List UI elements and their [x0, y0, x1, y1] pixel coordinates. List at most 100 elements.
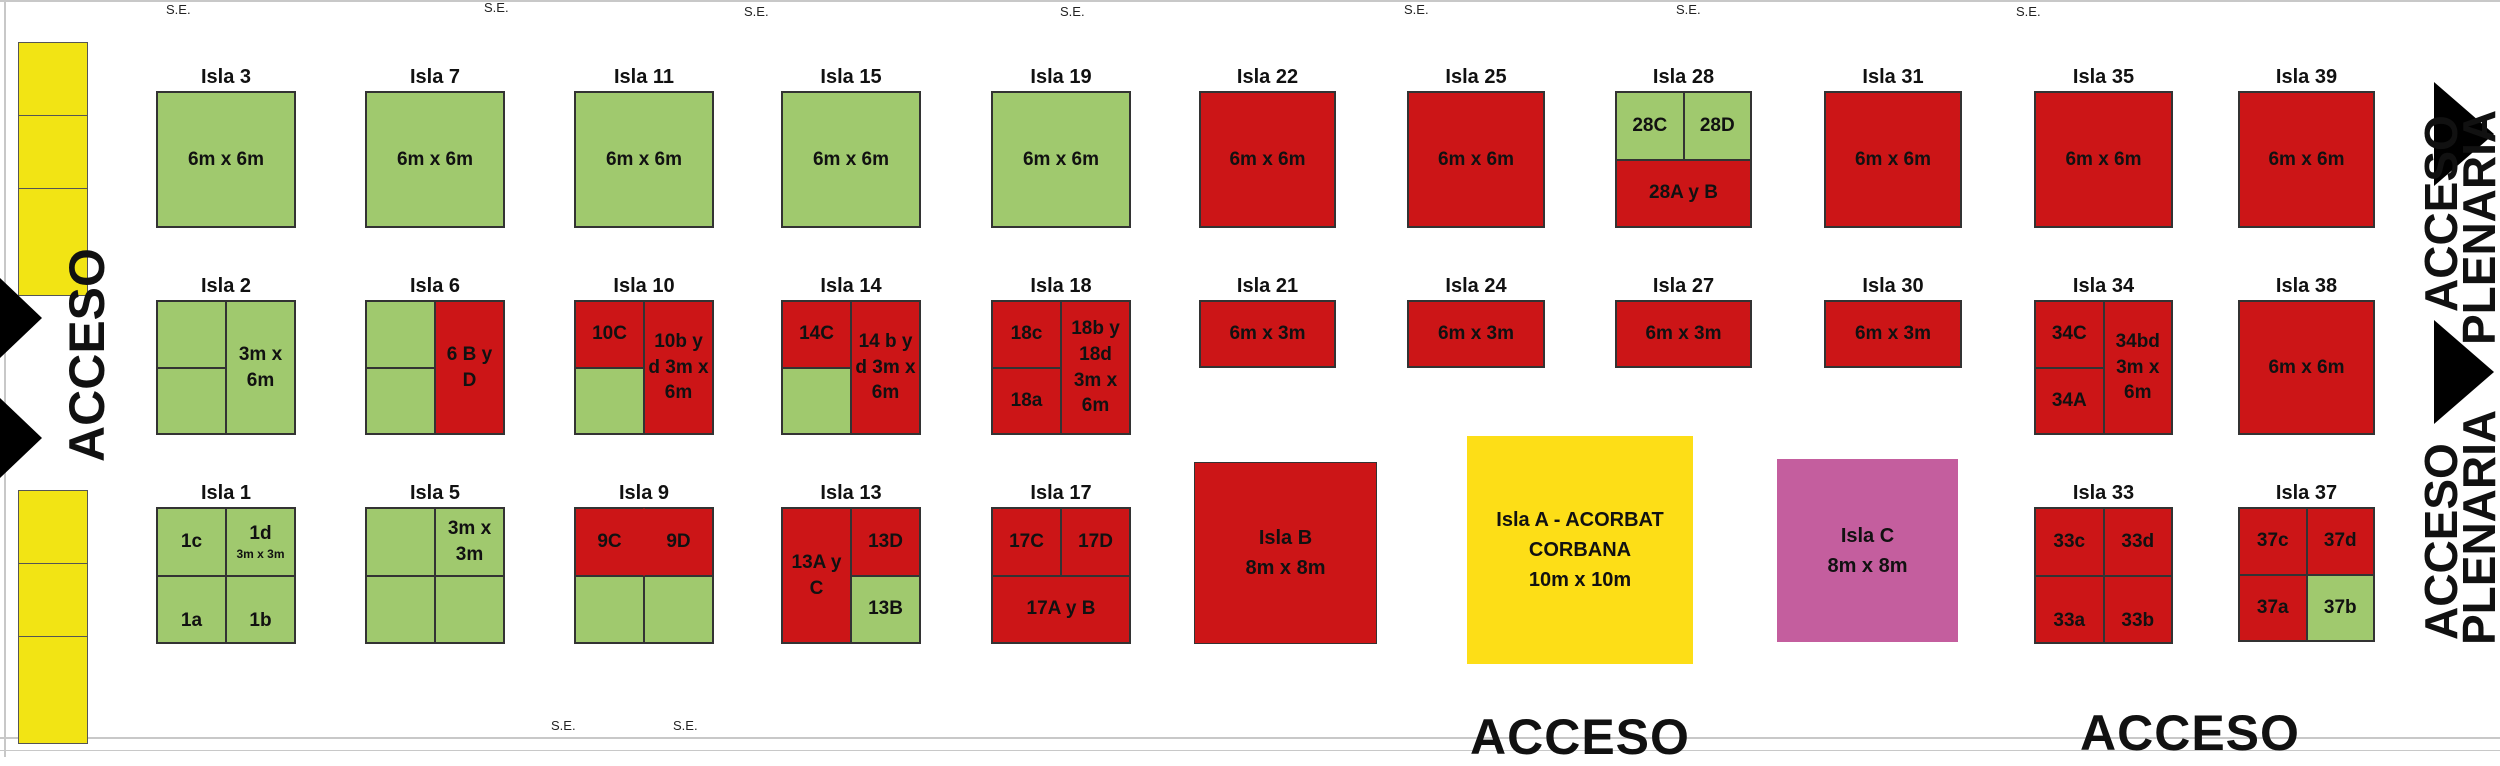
- island-19[interactable]: Isla 19 6m x 6m: [991, 66, 1131, 228]
- island-7[interactable]: Isla 7 6m x 6m: [365, 66, 505, 228]
- booth[interactable]: 1b: [226, 575, 295, 643]
- booth[interactable]: 6m x 3m: [1616, 301, 1751, 367]
- booth[interactable]: 1c: [157, 508, 226, 576]
- booth[interactable]: 6m x 6m: [575, 92, 713, 227]
- booth[interactable]: 6m x 6m: [1408, 92, 1544, 227]
- booth[interactable]: 37c: [2239, 508, 2307, 575]
- booth[interactable]: 18c: [992, 301, 1061, 368]
- island-21[interactable]: Isla 21 6m x 3m: [1199, 275, 1336, 368]
- island-24[interactable]: Isla 24 6m x 3m: [1407, 275, 1545, 368]
- booth[interactable]: 13B: [851, 575, 920, 643]
- booth[interactable]: [366, 508, 435, 576]
- booth[interactable]: 33d: [2103, 508, 2172, 576]
- island-15[interactable]: Isla 15 6m x 6m: [781, 66, 921, 228]
- island-28[interactable]: Isla 28 28C 28D 28A y B: [1615, 66, 1752, 228]
- booth[interactable]: 3m x 6m: [226, 301, 295, 434]
- service-label: S.E.: [1404, 2, 1429, 17]
- booth[interactable]: 34A: [2035, 367, 2104, 434]
- booth[interactable]: [575, 367, 644, 434]
- booth[interactable]: 9C: [575, 508, 644, 576]
- island-38[interactable]: Isla 38 6m x 6m: [2238, 275, 2375, 435]
- booth[interactable]: 37d: [2306, 508, 2374, 575]
- booth[interactable]: 18b y 18d 3m x 6m: [1061, 301, 1130, 434]
- booth[interactable]: 13A y C: [782, 508, 851, 643]
- island-3[interactable]: Isla 3 6m x 6m: [156, 66, 296, 228]
- booth[interactable]: 6m x 6m: [2239, 301, 2374, 434]
- booth[interactable]: 28C: [1616, 92, 1684, 160]
- booth[interactable]: 17C: [992, 508, 1061, 576]
- island-33[interactable]: Isla 33 33c 33d 33a 33b: [2034, 482, 2173, 644]
- booth[interactable]: 37b: [2306, 574, 2374, 641]
- booth[interactable]: 14C: [782, 301, 851, 368]
- island-9[interactable]: Isla 9 9C 9D: [574, 482, 714, 644]
- island-22[interactable]: Isla 22 6m x 6m: [1199, 66, 1336, 228]
- booth[interactable]: 18a: [992, 367, 1061, 434]
- booth[interactable]: 6m x 6m: [992, 92, 1130, 227]
- island-39[interactable]: Isla 39 6m x 6m: [2238, 66, 2375, 228]
- booth[interactable]: [435, 575, 504, 643]
- island-18[interactable]: Isla 18 18c 18a 18b y 18d 3m x 6m: [991, 275, 1131, 435]
- booth[interactable]: 6m x 3m: [1408, 301, 1544, 367]
- booth[interactable]: 33b: [2103, 575, 2172, 643]
- island-6[interactable]: Isla 6 6 B y D: [365, 275, 505, 435]
- booth[interactable]: 6m x 3m: [1200, 301, 1335, 367]
- booth[interactable]: [782, 367, 851, 434]
- booth[interactable]: 28A y B: [1616, 159, 1751, 227]
- island-13[interactable]: Isla 13 13A y C 13D 13B: [781, 482, 921, 644]
- island-25[interactable]: Isla 25 6m x 6m: [1407, 66, 1545, 228]
- booth[interactable]: 9D: [644, 508, 713, 576]
- booth[interactable]: 17D: [1061, 508, 1130, 576]
- island-34[interactable]: Isla 34 34C 34A 34bd 3m x 6m: [2034, 275, 2173, 435]
- booth[interactable]: 6m x 6m: [366, 92, 504, 227]
- booth[interactable]: [366, 367, 435, 434]
- yellow-booth[interactable]: [18, 636, 88, 744]
- island-11[interactable]: Isla 11 6m x 6m: [574, 66, 714, 228]
- booth[interactable]: 28D: [1683, 92, 1751, 160]
- booth[interactable]: 6m x 3m: [1825, 301, 1961, 367]
- booth[interactable]: 6m x 6m: [1200, 92, 1335, 227]
- booth[interactable]: 6m x 6m: [1825, 92, 1961, 227]
- island-35[interactable]: Isla 35 6m x 6m: [2034, 66, 2173, 228]
- island-31[interactable]: Isla 31 6m x 6m: [1824, 66, 1962, 228]
- booth[interactable]: 6m x 6m: [782, 92, 920, 227]
- booth[interactable]: [575, 575, 644, 643]
- booth[interactable]: 37a: [2239, 574, 2307, 641]
- island-c[interactable]: Isla C 8m x 8m: [1777, 459, 1958, 642]
- booth[interactable]: 1a: [157, 575, 226, 643]
- booth[interactable]: 13D: [851, 508, 920, 576]
- entrance-bottom-2-label: ACCESO: [2080, 705, 2300, 761]
- booth[interactable]: 10b y d 3m x 6m: [644, 301, 713, 434]
- island-10[interactable]: Isla 10 10C 10b y d 3m x 6m: [574, 275, 714, 435]
- booth[interactable]: [157, 367, 226, 434]
- booth[interactable]: 6m x 6m: [2239, 92, 2374, 227]
- booth[interactable]: 3m x 3m: [435, 508, 504, 576]
- island-a[interactable]: Isla A - ACORBAT CORBANA 10m x 10m: [1467, 436, 1693, 664]
- island-17[interactable]: Isla 17 17C 17D 17A y B: [991, 482, 1131, 644]
- booth[interactable]: 34bd 3m x 6m: [2103, 301, 2172, 434]
- booth[interactable]: 6 B y D: [435, 301, 504, 434]
- booth[interactable]: 1d 3m x 3m: [226, 508, 295, 576]
- booth[interactable]: 33c: [2035, 508, 2104, 576]
- booth[interactable]: 14 b y d 3m x 6m: [851, 301, 920, 434]
- island-14[interactable]: Isla 14 14C 14 b y d 3m x 6m: [781, 275, 921, 435]
- booth[interactable]: [157, 301, 226, 368]
- island-37[interactable]: Isla 37 37c 37d 37a 37b: [2238, 482, 2375, 642]
- booth[interactable]: 6m x 6m: [2035, 92, 2172, 227]
- island-b[interactable]: Isla B 8m x 8m: [1194, 462, 1377, 644]
- booth[interactable]: 10C: [575, 301, 644, 368]
- booth[interactable]: 17A y B: [992, 575, 1130, 643]
- island-5[interactable]: Isla 5 3m x 3m: [365, 482, 505, 644]
- booth[interactable]: [644, 575, 713, 643]
- island-2[interactable]: Isla 2 3m x 6m: [156, 275, 296, 435]
- island-label: Isla 17: [1030, 482, 1092, 504]
- service-label: S.E.: [166, 2, 191, 17]
- island-27[interactable]: Isla 27 6m x 3m: [1615, 275, 1752, 368]
- booth[interactable]: [366, 575, 435, 643]
- booth[interactable]: [366, 301, 435, 368]
- island-30[interactable]: Isla 30 6m x 3m: [1824, 275, 1962, 368]
- booth[interactable]: 6m x 6m: [157, 92, 295, 227]
- island-1[interactable]: Isla 1 1c 1d 3m x 3m 1a 1b: [156, 482, 296, 644]
- booth[interactable]: 33a: [2035, 575, 2104, 643]
- entrance-arrow-icon: [2434, 82, 2494, 186]
- booth[interactable]: 34C: [2035, 301, 2104, 368]
